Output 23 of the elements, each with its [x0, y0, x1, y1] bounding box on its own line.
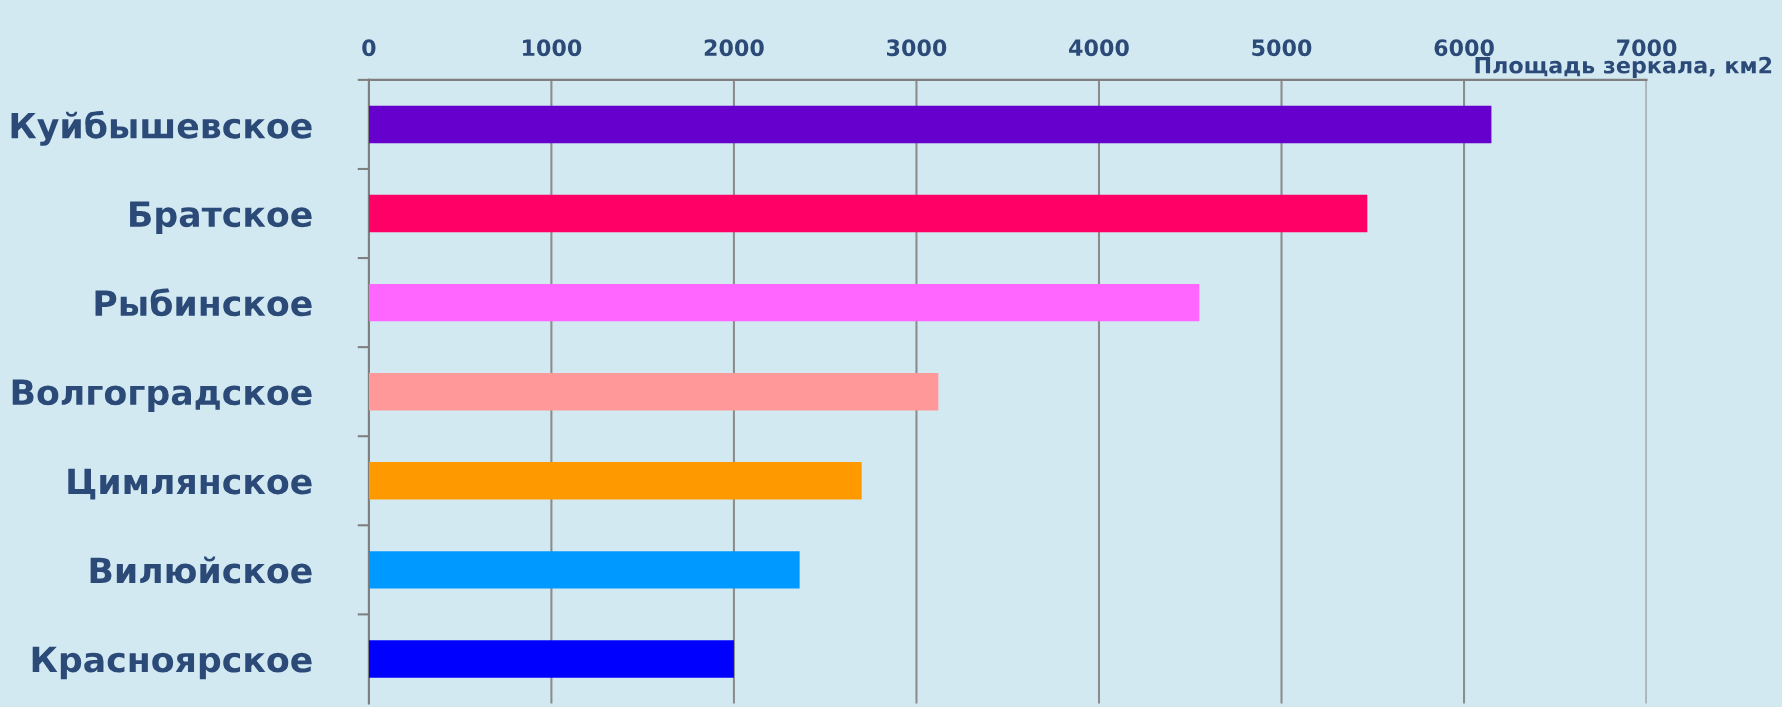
bar [368, 283, 1200, 322]
x-tick-label: 6000 [1434, 39, 1494, 57]
bar [368, 462, 862, 500]
y-tick-label: Волгоградское [12, 379, 312, 413]
x-tick-label: 7000 [1617, 39, 1677, 57]
x-axis-title: Площадь зеркала, км2 [1475, 56, 1772, 78]
y-tick-label: Вилюйское [90, 556, 312, 584]
x-tick-label: 1000 [522, 39, 582, 57]
bar [368, 551, 800, 589]
y-tick-label: Цимлянское [68, 468, 312, 500]
y-tick-label: Красноярское [32, 646, 312, 680]
x-tick-label: 3000 [887, 39, 947, 57]
y-tick-label: Рыбинское [95, 288, 312, 317]
x-tick-label: 2000 [704, 39, 764, 57]
y-tick-label: Куйбышевское [11, 110, 312, 146]
bar [368, 640, 734, 678]
bar [368, 372, 939, 411]
x-tick-label: 5000 [1252, 39, 1312, 57]
x-tick-label: 0 [362, 39, 376, 57]
y-tick-label: Братское [130, 201, 312, 234]
x-tick-label: 4000 [1069, 39, 1129, 57]
bar [368, 105, 1492, 144]
bar [368, 194, 1368, 233]
